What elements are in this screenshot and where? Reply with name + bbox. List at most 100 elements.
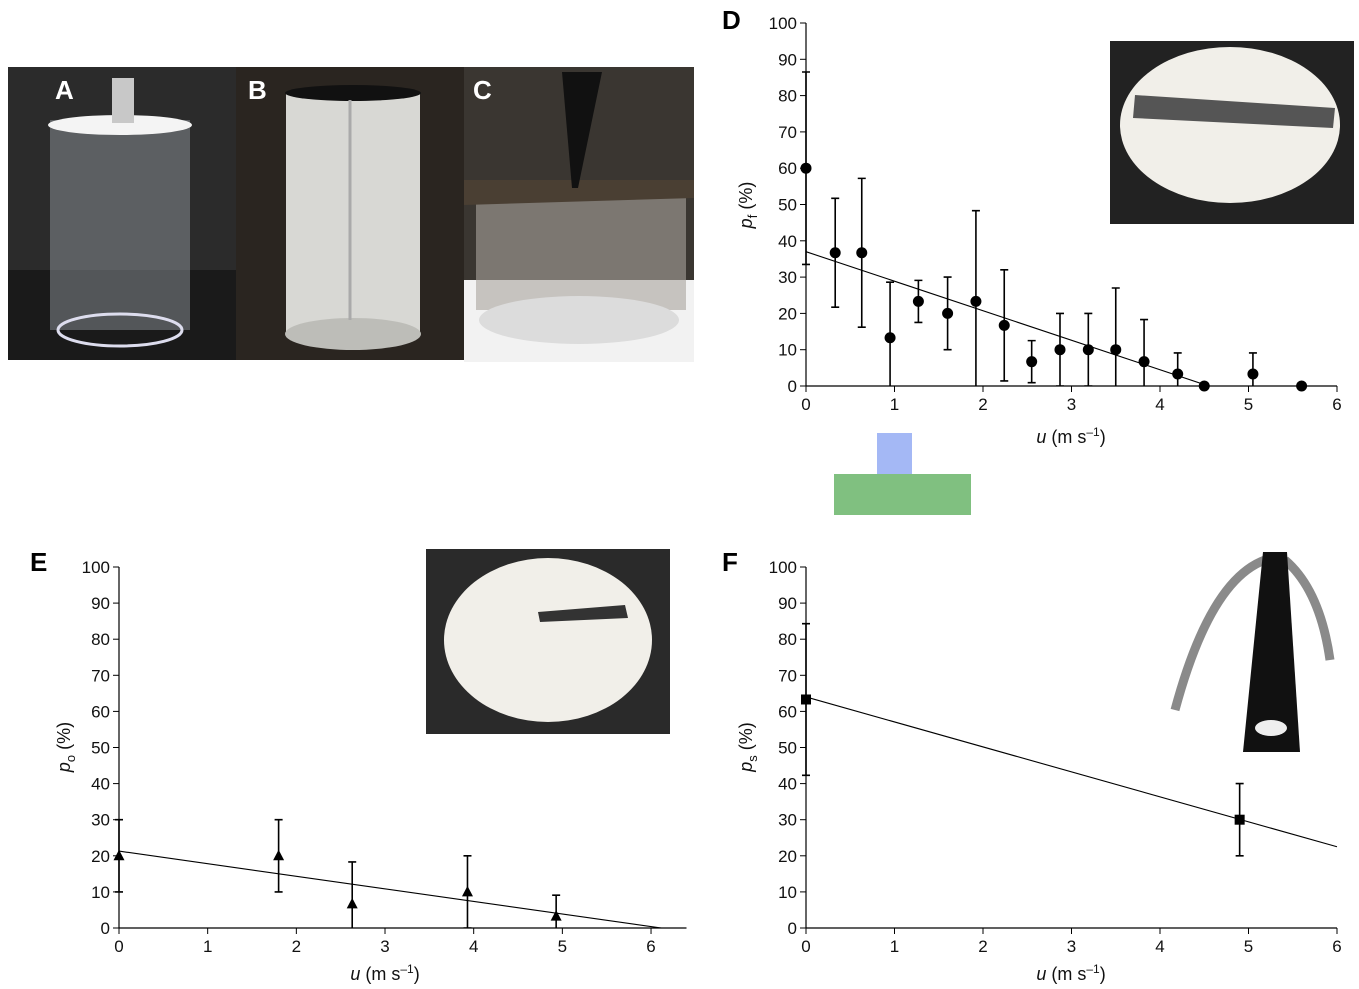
x-tick-label: 1 xyxy=(203,937,212,956)
x-label-symbol: u xyxy=(350,964,360,984)
y-tick-label: 100 xyxy=(769,14,797,33)
fit-line xyxy=(805,251,1209,386)
data-point xyxy=(1082,344,1094,356)
data-point xyxy=(884,332,896,344)
y-label-unit: (%) xyxy=(54,722,74,750)
photo-b xyxy=(236,67,464,360)
y-tick-label: 30 xyxy=(91,811,110,830)
y-label-symbol: p xyxy=(736,218,756,229)
data-point xyxy=(856,247,868,259)
data-point xyxy=(1198,380,1210,392)
y-tick-label: 30 xyxy=(778,811,797,830)
data-point xyxy=(550,910,562,921)
data-point xyxy=(998,319,1010,331)
x-label-symbol: u xyxy=(1036,427,1046,447)
photo-inset-f xyxy=(1170,552,1335,752)
x-axis-label: u (m s–1) xyxy=(1036,425,1105,447)
x-tick-label: 2 xyxy=(978,937,987,956)
x-label-unit: (m s xyxy=(365,964,400,984)
data-point xyxy=(970,295,982,307)
photo-inset-d xyxy=(1110,41,1354,224)
y-tick-label: 0 xyxy=(788,377,797,396)
x-tick-label: 4 xyxy=(1155,937,1164,956)
x-tick-label: 5 xyxy=(1244,395,1253,414)
data-point xyxy=(1234,814,1245,825)
y-tick-label: 50 xyxy=(778,196,797,215)
y-tick-label: 40 xyxy=(778,232,797,251)
x-tick-label: 6 xyxy=(646,937,655,956)
y-tick-label: 70 xyxy=(778,666,797,685)
x-tick-label: 6 xyxy=(1332,395,1341,414)
data-point xyxy=(113,849,125,861)
y-tick-label: 90 xyxy=(778,594,797,613)
data-point xyxy=(942,307,954,319)
chart: E 0 10 20 30 40 50 60 70 80 90 100 0 1 2 3 4 5 6 u (m s–1) po… xyxy=(30,547,687,984)
x-axis-label: u (m s–1) xyxy=(350,962,419,984)
y-tick-label: 40 xyxy=(778,775,797,794)
data-point xyxy=(801,694,811,705)
y-tick-label: 90 xyxy=(778,50,797,69)
x-tick-label: 6 xyxy=(1332,937,1341,956)
x-tick-label: 1 xyxy=(890,395,899,414)
y-label-subscript: f xyxy=(745,214,760,218)
x-label-exponent: –1 xyxy=(1086,962,1100,976)
y-tick-label: 10 xyxy=(778,883,797,902)
data-point xyxy=(346,897,358,909)
panel-label: C xyxy=(473,75,492,105)
panel-label: D xyxy=(722,5,741,35)
x-label-symbol: u xyxy=(1036,964,1046,984)
x-tick-label: 2 xyxy=(292,937,301,956)
data-point xyxy=(273,849,285,861)
x-tick-label: 5 xyxy=(1244,937,1253,956)
y-tick-label: 70 xyxy=(91,666,110,685)
data-point xyxy=(912,295,924,307)
y-tick-label: 70 xyxy=(778,123,797,142)
y-tick-label: 20 xyxy=(91,847,110,866)
x-label-unit: (m s xyxy=(1051,964,1086,984)
y-label-symbol: p xyxy=(736,762,756,773)
x-tick-label: 3 xyxy=(1067,395,1076,414)
data-point xyxy=(1247,368,1259,380)
x-tick-label: 4 xyxy=(469,937,478,956)
y-tick-label: 100 xyxy=(82,558,110,577)
y-tick-label: 30 xyxy=(778,268,797,287)
y-tick-label: 60 xyxy=(91,702,110,721)
x-label-close: ) xyxy=(1100,427,1106,447)
y-tick-label: 90 xyxy=(91,594,110,613)
data-point xyxy=(1054,344,1066,356)
y-tick-label: 20 xyxy=(778,304,797,323)
y-tick-label: 0 xyxy=(788,919,797,938)
y-tick-label: 20 xyxy=(778,847,797,866)
data-point xyxy=(1026,356,1038,368)
y-tick-label: 10 xyxy=(91,883,110,902)
fit-line xyxy=(805,696,1338,848)
data-point xyxy=(800,162,812,174)
panel-label: B xyxy=(248,75,267,105)
x-label-close: ) xyxy=(414,964,420,984)
y-tick-label: 0 xyxy=(101,919,110,938)
photo-a xyxy=(8,67,236,360)
photo-c xyxy=(464,67,694,362)
x-tick-label: 3 xyxy=(1067,937,1076,956)
y-label-unit: (%) xyxy=(736,182,756,210)
x-tick-label: 0 xyxy=(801,395,810,414)
photo-inset-e xyxy=(426,549,670,734)
y-axis-label: pf (%) xyxy=(736,182,760,230)
panel-label: E xyxy=(30,547,47,577)
y-tick-label: 40 xyxy=(91,775,110,794)
y-axis-label: po (%) xyxy=(54,722,78,773)
y-tick-label: 60 xyxy=(778,702,797,721)
decor-block xyxy=(834,474,971,515)
y-tick-label: 100 xyxy=(769,558,797,577)
x-label-exponent: –1 xyxy=(1086,425,1100,439)
data-point xyxy=(1110,344,1122,356)
data-point xyxy=(1138,356,1150,368)
x-label-unit: (m s xyxy=(1051,427,1086,447)
x-tick-label: 5 xyxy=(558,937,567,956)
y-label-subscript: s xyxy=(745,755,760,762)
y-tick-label: 10 xyxy=(778,341,797,360)
y-tick-label: 80 xyxy=(778,87,797,106)
y-tick-label: 60 xyxy=(778,159,797,178)
